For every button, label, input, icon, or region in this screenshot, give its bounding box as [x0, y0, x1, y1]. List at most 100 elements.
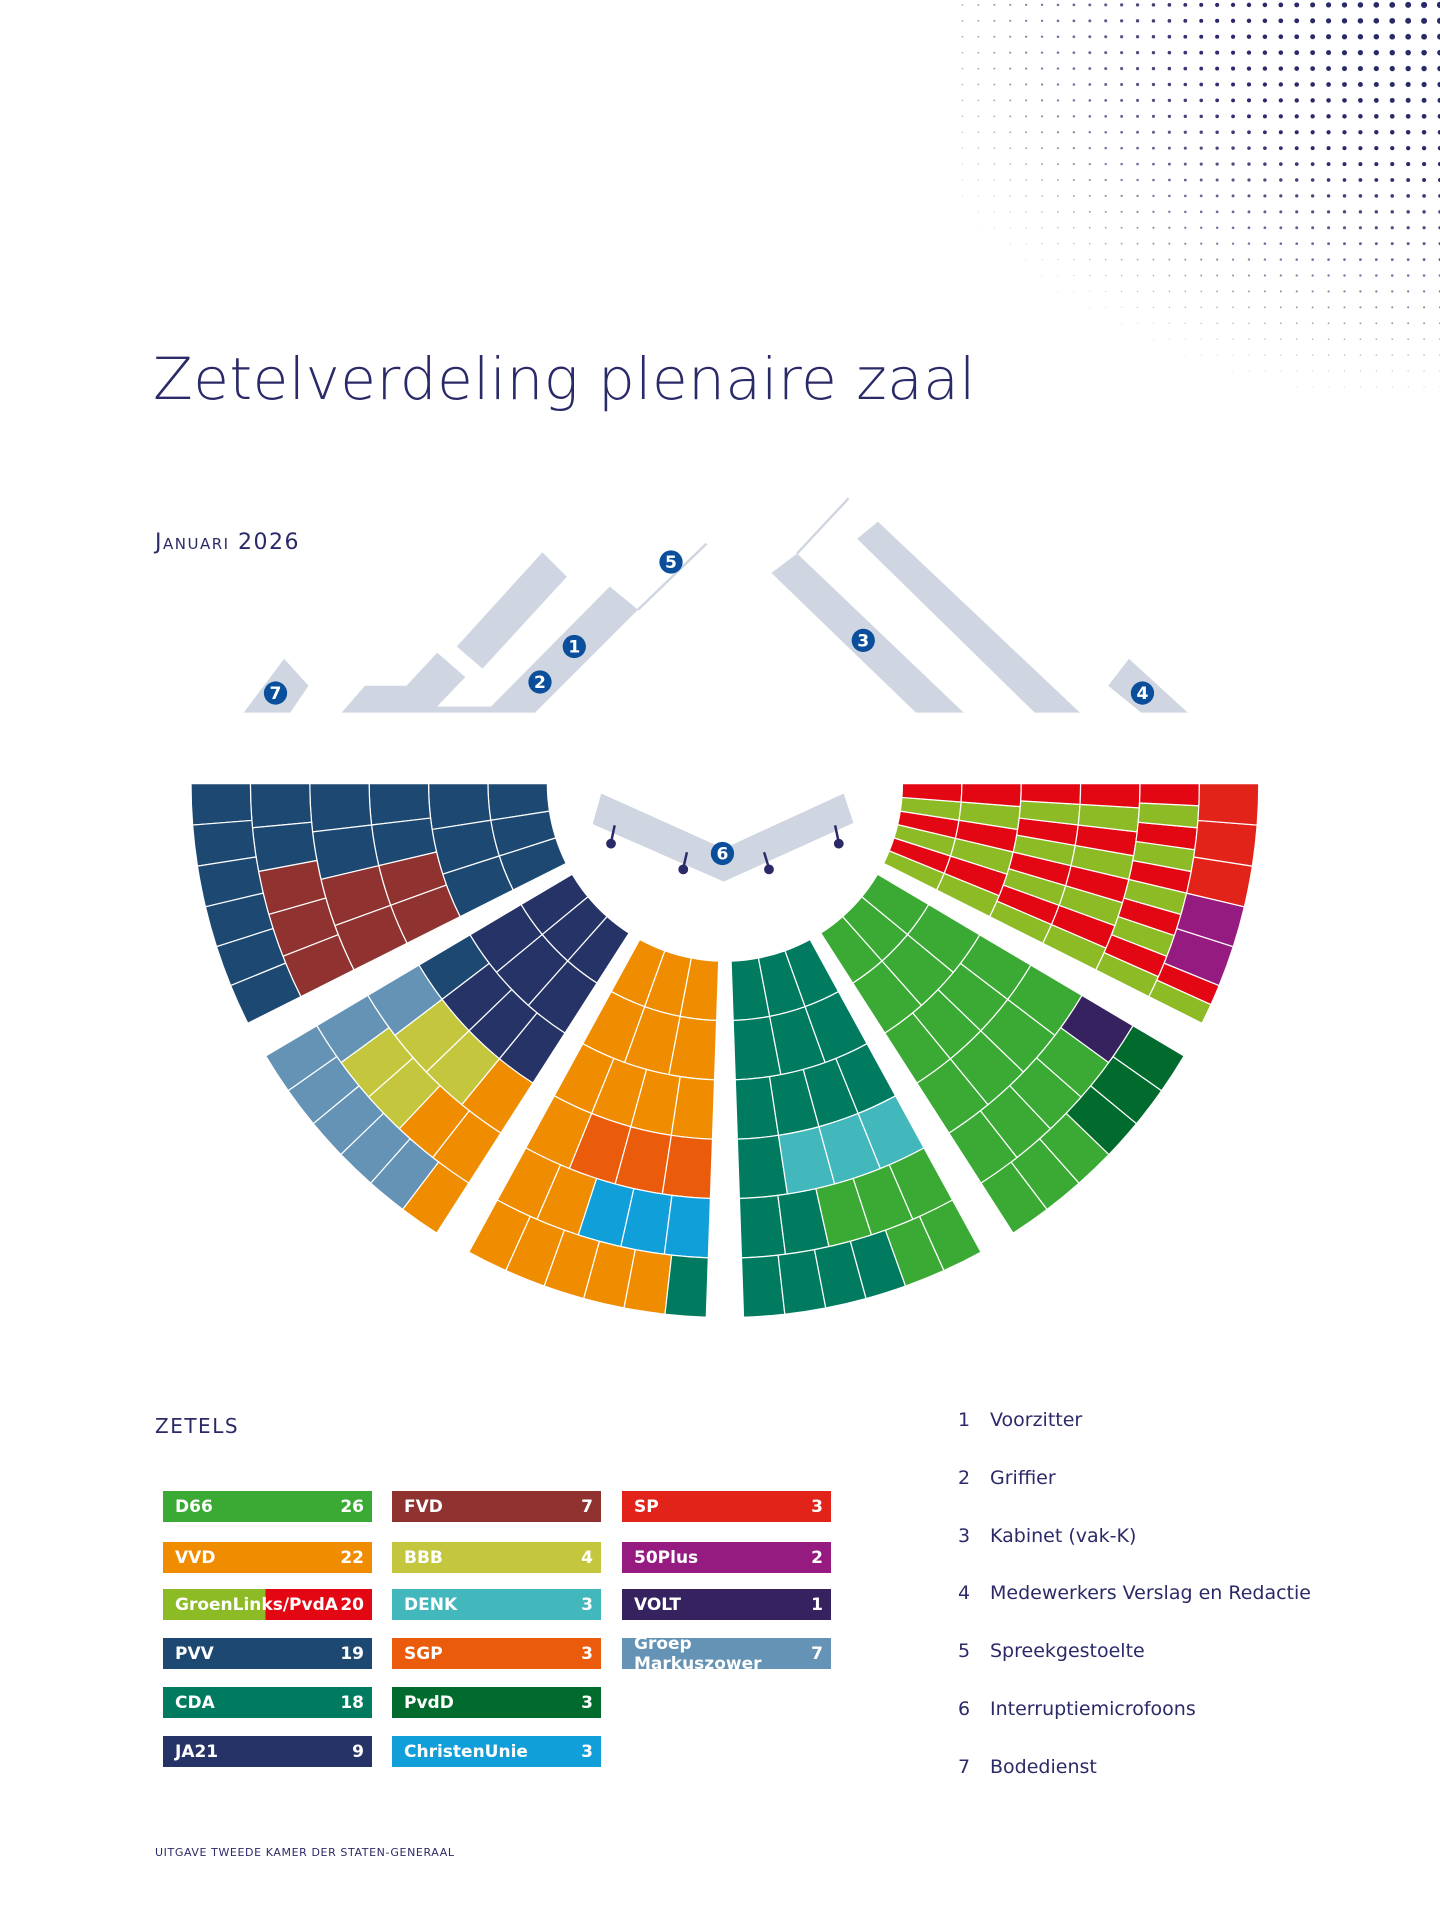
presidium-desk [456, 552, 567, 669]
spreekgestoelte-line [637, 542, 708, 611]
badge-7: 7 [263, 681, 288, 705]
party-seats: 3 [581, 1692, 593, 1713]
seat-chart [190, 783, 1260, 1318]
legend-item-ja21: JA21 9 [163, 1736, 372, 1767]
party-name: DENK [404, 1594, 458, 1615]
decorative-dot-pattern [961, 1, 1440, 388]
key-number: 7 [958, 1756, 971, 1778]
seat-pvv [229, 962, 302, 1025]
seat-pvv [190, 783, 253, 826]
party-seats: 3 [581, 1741, 593, 1762]
key-number: 3 [958, 1525, 971, 1547]
interruption-microphones-bar [592, 793, 854, 882]
seat-gl [1138, 783, 1201, 807]
svg-text:5: 5 [665, 553, 677, 573]
party-name: SGP [404, 1643, 443, 1664]
party-name: Groep Markuszower [634, 1633, 762, 1674]
key-item: 2 Griffier [958, 1467, 1056, 1489]
party-name: GroenLinks/PvdA [175, 1594, 338, 1615]
party-name: PvdD [404, 1692, 454, 1713]
number-badges: 1 2 3 4 5 6 7 [263, 550, 1155, 866]
svg-text:3: 3 [857, 632, 869, 652]
party-seats: 7 [811, 1643, 823, 1664]
legend-item-gl: GroenLinks/PvdA 20 [163, 1589, 372, 1620]
legend-item-sp: SP 3 [622, 1491, 831, 1522]
legend-item-bbb: BBB 4 [392, 1542, 601, 1573]
party-seats: 3 [811, 1496, 823, 1517]
party-seats: 7 [581, 1496, 593, 1517]
seat-d66 [918, 1199, 982, 1272]
badge-2: 2 [528, 670, 552, 694]
kabinet-bench-back [857, 521, 1080, 713]
seat-vvd [401, 1161, 470, 1234]
party-seats: 22 [340, 1547, 364, 1568]
seat-gl [1020, 783, 1082, 806]
legend-item-d66: D66 26 [163, 1491, 372, 1522]
key-item: 3 Kabinet (vak-K) [958, 1525, 1136, 1547]
key-number: 6 [958, 1698, 971, 1720]
legend-item-gm: Groep Markuszower 7 [622, 1634, 831, 1674]
svg-text:7: 7 [270, 684, 282, 704]
legend-item-pvdd: PvdD 3 [392, 1687, 601, 1718]
party-seats: 3 [581, 1594, 593, 1615]
badge-3: 3 [851, 628, 875, 653]
page-title: Zetelverdeling plenaire zaal [153, 345, 976, 413]
party-name: VOLT [634, 1594, 681, 1615]
key-label: Voorzitter [990, 1409, 1083, 1431]
key-number: 2 [958, 1467, 971, 1489]
microphone-icon [764, 864, 774, 875]
svg-text:6: 6 [716, 845, 728, 865]
key-label: Kabinet (vak-K) [990, 1525, 1137, 1547]
svg-text:1: 1 [568, 638, 580, 658]
microphone-icon [833, 838, 844, 849]
key-item: 6 Interruptiemicrofoons [958, 1698, 1196, 1720]
seat-pvdd [1112, 1024, 1185, 1092]
party-name: VVD [175, 1547, 216, 1568]
legend-item-fvd: FVD 7 [392, 1491, 601, 1522]
party-seats: 18 [340, 1692, 364, 1713]
legend-item-volt: VOLT 1 [622, 1589, 831, 1620]
party-name: FVD [404, 1496, 443, 1517]
svg-text:4: 4 [1136, 684, 1148, 704]
badge-5: 5 [659, 550, 683, 574]
svg-text:2: 2 [534, 673, 546, 693]
seat-sp [1197, 783, 1260, 826]
party-seats: 20 [340, 1594, 364, 1615]
seat-sgp [661, 1134, 714, 1200]
key-number: 5 [958, 1640, 971, 1662]
key-item: 1 Voorzitter [958, 1409, 1082, 1431]
legend-item-vvd: VVD 22 [163, 1542, 372, 1573]
badge-4: 4 [1130, 681, 1155, 705]
party-name: ChristenUnie [404, 1741, 528, 1762]
seat-cu [663, 1194, 712, 1259]
seat-pvv [309, 783, 373, 833]
footer: UITGAVE TWEEDE KAMER DER STATEN-GENERAAL [155, 1846, 455, 1859]
badge-6: 6 [710, 841, 735, 866]
key-item: 7 Bodedienst [958, 1756, 1097, 1778]
seat-gl [960, 783, 1022, 808]
party-name: JA21 [175, 1741, 219, 1762]
party-name: 50Plus [634, 1547, 699, 1568]
party-seats: 1 [811, 1594, 823, 1615]
seat-cda [664, 1254, 709, 1318]
legend-item-sgp: SGP 3 [392, 1638, 601, 1669]
party-seats: 9 [352, 1741, 364, 1762]
key-label: Bodedienst [990, 1756, 1097, 1778]
microphone-icon [606, 838, 616, 849]
party-name: D66 [175, 1496, 213, 1517]
seat-pvv [249, 783, 313, 829]
legend-title: ZETELS [155, 1414, 240, 1438]
key-number: 4 [958, 1582, 971, 1604]
griffier-desk [341, 586, 638, 713]
legend-item-denk: DENK 3 [392, 1589, 601, 1620]
key-label: Medewerkers Verslag en Redactie [990, 1582, 1311, 1604]
date-label: Januari 2026 [155, 530, 301, 555]
party-seats: 4 [581, 1547, 593, 1568]
key-item: 5 Spreekgestoelte [958, 1640, 1145, 1662]
key-label: Griffier [990, 1467, 1056, 1489]
key-item: 4 Medewerkers Verslag en Redactie [958, 1582, 1311, 1604]
badge-1: 1 [562, 634, 586, 659]
party-seats: 3 [581, 1643, 593, 1664]
party-seats: 26 [340, 1496, 364, 1517]
key-label: Interruptiemicrofoons [990, 1698, 1196, 1720]
